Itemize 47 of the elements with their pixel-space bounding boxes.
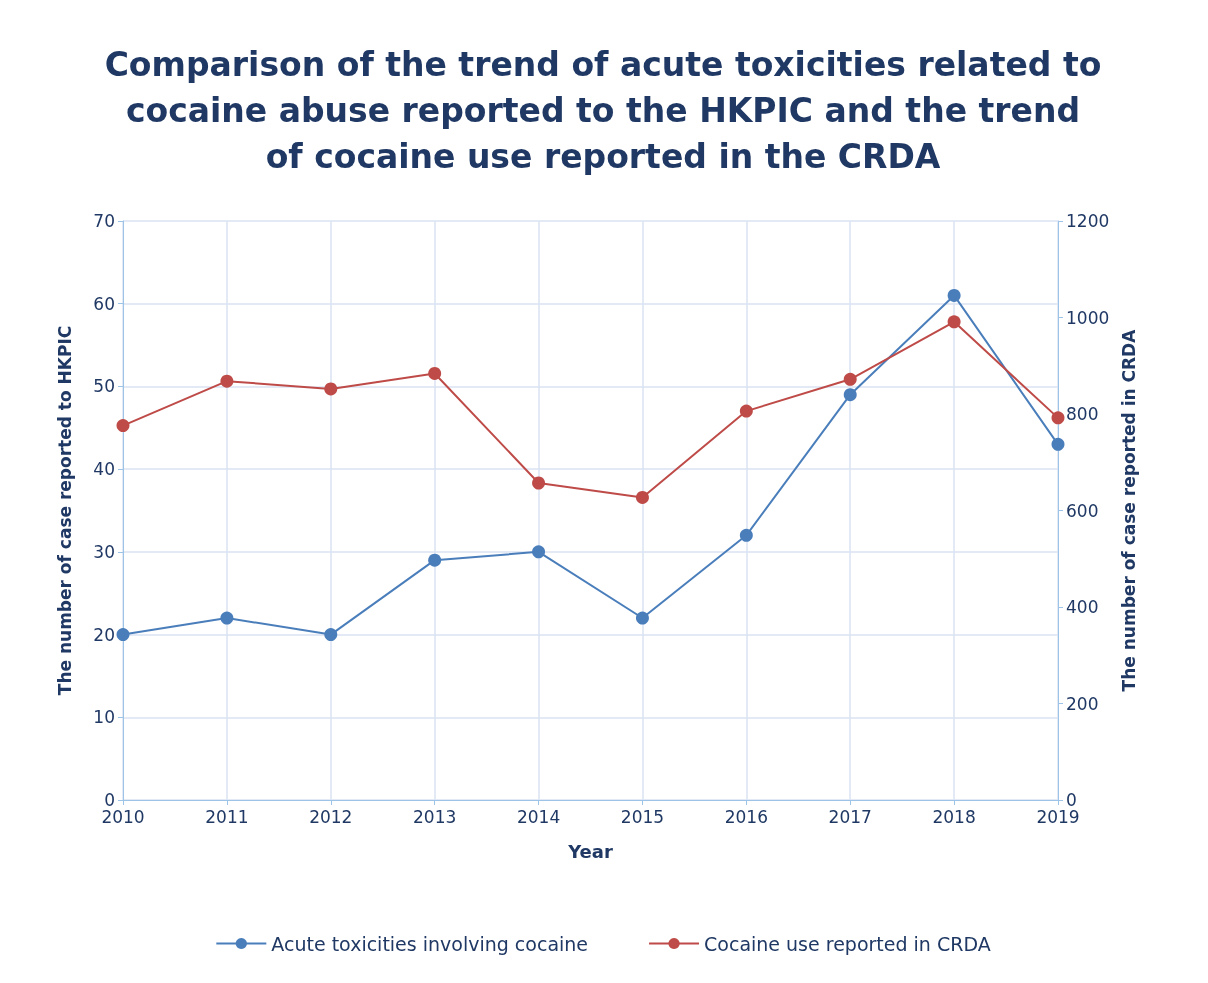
y-tick-label: 20: [93, 624, 115, 645]
point: [532, 476, 546, 490]
y-axis-title: The number of case reported to HKPIC: [54, 325, 75, 696]
x-tick-label: 2011: [205, 806, 249, 827]
point: [947, 315, 961, 329]
y2-tick-label: 800: [1066, 404, 1099, 424]
point: [635, 490, 649, 504]
point: [428, 366, 442, 380]
x-tick-label: 2018: [932, 806, 976, 827]
legend-label: Acute toxicities involving cocaine: [271, 932, 589, 955]
y2-tick-label: 1000: [1066, 307, 1110, 328]
y-tick-label: 60: [93, 293, 115, 314]
y-tick-label: 70: [93, 211, 115, 231]
y2-tick-label: 200: [1066, 693, 1099, 714]
x-tick-label: 2012: [309, 806, 353, 827]
y2-tick-label: 400: [1066, 597, 1099, 617]
x-tick-label: 2013: [413, 806, 457, 827]
point: [843, 372, 857, 386]
x-tick-label: 2015: [620, 806, 665, 827]
point: [843, 388, 857, 402]
y2-axis-title: The number of case reported in CRDA: [1118, 328, 1139, 692]
legend-label: Cocaine use reported in CRDA: [704, 932, 991, 955]
y2-tick-label: 600: [1066, 500, 1099, 521]
point: [739, 404, 753, 418]
point: [1051, 411, 1065, 425]
point: [324, 628, 338, 642]
point: [947, 288, 961, 302]
x-tick-label: 2016: [724, 806, 768, 827]
point: [635, 611, 649, 625]
point: [428, 553, 442, 567]
chart-title: Comparison of the trend of acute toxicities related to cocaine abuse reported to the HKPIC and the trend of cocaine use reported in the CRDA: [104, 44, 1102, 176]
point: [324, 382, 338, 396]
y-tick-label: 10: [93, 707, 115, 728]
point: [739, 528, 753, 542]
x-axis-title: Year: [567, 840, 613, 862]
point: [116, 419, 130, 433]
y-tick-label: 40: [93, 459, 115, 480]
point: [116, 628, 130, 642]
x-tick-label: 2014: [516, 806, 561, 827]
point: [1051, 437, 1065, 451]
point: [532, 545, 546, 559]
y2-tick-label: 1200: [1066, 211, 1110, 231]
x-tick-label: 2017: [828, 806, 872, 827]
point: [220, 611, 234, 625]
y-tick-label: 50: [93, 376, 115, 397]
y-tick-label: 30: [93, 541, 115, 562]
point: [220, 374, 234, 388]
